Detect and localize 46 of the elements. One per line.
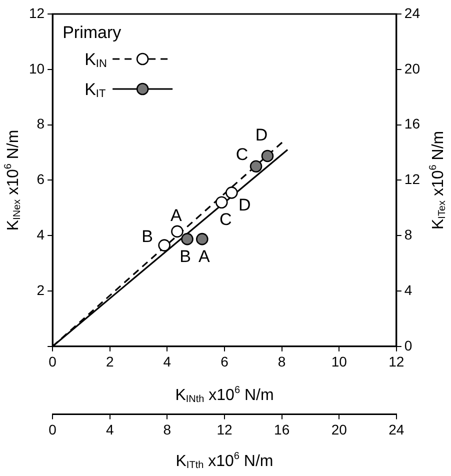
- annotation: C: [219, 210, 232, 230]
- y-tick-label: 12: [28, 4, 45, 21]
- y2-tick-label: 12: [404, 171, 420, 188]
- y-tick-label: 8: [36, 116, 45, 132]
- x-tick-label: 8: [278, 354, 286, 370]
- y2-tick-label: 4: [404, 282, 412, 298]
- x2-tick-label: 0: [48, 421, 57, 438]
- x2-tick-label: 20: [331, 421, 348, 438]
- x2-tick-label: 24: [388, 421, 404, 438]
- x-tick-label: 10: [331, 354, 348, 370]
- y2-tick-label: 20: [404, 60, 420, 76]
- point: [261, 150, 274, 162]
- x-tick-label: 12: [388, 354, 404, 370]
- x-tick-label: 2: [106, 354, 114, 370]
- y2-tick-label: 24: [404, 4, 420, 21]
- annotation: A: [198, 246, 210, 266]
- y-tick-label: 4: [36, 226, 45, 242]
- annotation: D: [238, 195, 251, 214]
- point: [171, 225, 184, 238]
- annotation: D: [255, 126, 268, 145]
- y2-tick-label: 8: [404, 226, 412, 242]
- y-tick-label: 6: [36, 171, 45, 188]
- x-tick-label: 6: [220, 354, 229, 370]
- x-tick-label: 4: [163, 354, 172, 370]
- x2-tick-label: 16: [274, 421, 290, 438]
- point: [196, 232, 208, 246]
- x2-tick-label: 12: [216, 421, 232, 438]
- point: [158, 239, 170, 252]
- y-axis-title: KINex x106 N/m: [2, 130, 23, 231]
- y2-axis-title: KITex x106 N/m: [428, 130, 448, 230]
- x2-tick-label: 8: [163, 421, 172, 438]
- point: [181, 232, 194, 246]
- annotation: B: [142, 226, 153, 246]
- annotation: B: [180, 246, 191, 266]
- y2-tick-label: 16: [404, 116, 420, 132]
- y2-tick-label: 0: [404, 337, 412, 354]
- point: [215, 196, 228, 209]
- x2-tick-label: 4: [106, 421, 114, 438]
- y-tick-label: 10: [28, 60, 45, 76]
- point: [226, 186, 238, 199]
- y-tick-label: 2: [36, 282, 45, 298]
- annotation: C: [236, 145, 248, 164]
- point: [250, 160, 262, 172]
- legend-title: Primary: [62, 23, 122, 42]
- annotation: A: [170, 206, 183, 226]
- x-tick-label: 0: [48, 354, 57, 370]
